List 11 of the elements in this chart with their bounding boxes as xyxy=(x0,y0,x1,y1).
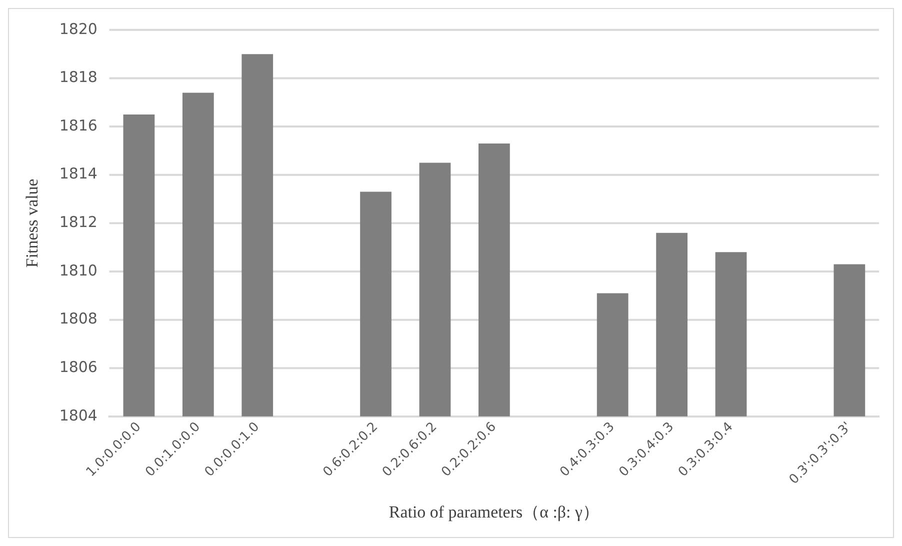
y-tick-label: 1812 xyxy=(59,213,98,232)
y-axis-title: Fitness value xyxy=(22,178,42,268)
y-tick-label: 1804 xyxy=(59,406,98,424)
y-tick-label: 1806 xyxy=(59,358,98,376)
y-tick-label: 1816 xyxy=(59,116,98,134)
y-tick-label: 1814 xyxy=(59,164,98,183)
y-tick-label: 1818 xyxy=(59,68,98,86)
y-tick-label: 1808 xyxy=(59,310,98,328)
y-tick-label: 1810 xyxy=(59,261,98,280)
y-tick-label: 1820 xyxy=(59,20,98,38)
x-axis-title: Ratio of parameters（α :β: γ） xyxy=(388,502,600,522)
